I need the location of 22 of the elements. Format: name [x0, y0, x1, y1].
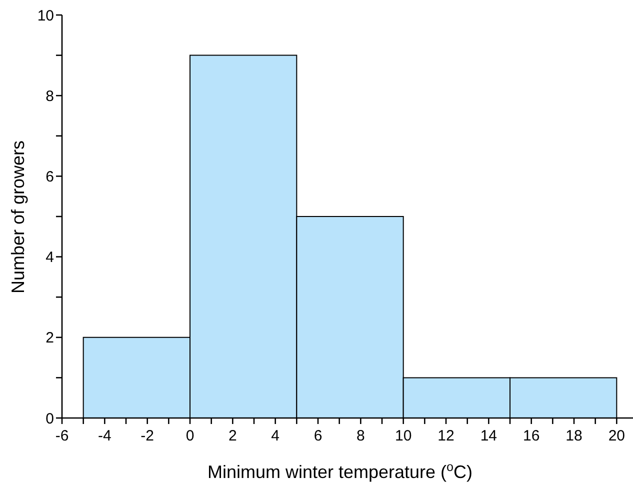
- x-tick-label: -6: [55, 428, 69, 445]
- x-tick-label: 6: [314, 428, 322, 445]
- y-tick-label: 8: [46, 88, 54, 105]
- y-tick-label: 0: [46, 410, 54, 428]
- x-axis-title: Minimum winter temperature ($^{o}$C): [207, 460, 473, 482]
- x-tick-label: 12: [438, 428, 454, 445]
- x-tick-label: 8: [356, 428, 365, 445]
- y-axis-title: Number of growers: [8, 140, 28, 294]
- x-tick-label: 10: [394, 428, 412, 445]
- x-tick-label: 16: [522, 428, 540, 445]
- x-tick-label: -4: [98, 428, 112, 445]
- x-tick-label: 2: [228, 428, 237, 445]
- y-tick-label: 4: [46, 249, 54, 266]
- x-tick-label: 18: [566, 428, 582, 445]
- x-tick-label: 4: [271, 428, 280, 445]
- x-tick-label: -2: [140, 428, 154, 445]
- x-tick-label: 20: [608, 428, 626, 445]
- y-tick-label: 2: [46, 330, 54, 347]
- y-tick-label: 10: [37, 7, 54, 24]
- x-tick-label: 14: [480, 428, 498, 445]
- x-tick-label: 0: [186, 428, 194, 445]
- y-tick-label: 6: [46, 168, 54, 186]
